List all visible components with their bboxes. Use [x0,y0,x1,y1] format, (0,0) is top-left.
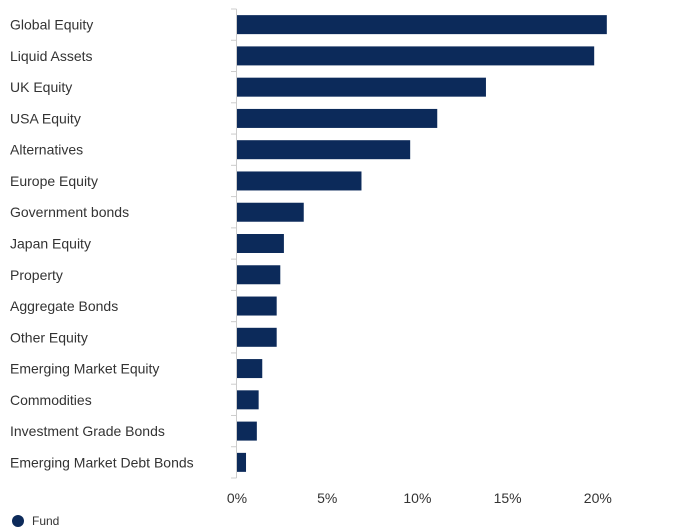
legend: Fund [12,514,59,528]
bar [237,15,607,35]
bar [237,108,438,128]
category-label: UK Equity [10,79,72,95]
category-label: Other Equity [10,329,88,345]
bar [237,359,263,379]
x-tick-label: 10% [403,490,431,506]
bar [237,390,259,410]
category-label: Emerging Market Equity [10,361,159,377]
bar [237,296,277,316]
bar [237,46,595,66]
x-tick-label: 20% [584,490,612,506]
category-label: Europe Equity [10,173,98,189]
category-label: Property [10,267,63,283]
bar [237,421,257,441]
bar [237,265,281,285]
category-label: Aggregate Bonds [10,298,118,314]
category-label: USA Equity [10,110,81,126]
legend-label-fund: Fund [32,514,60,528]
legend-marker [12,515,24,527]
x-tick-label: 0% [227,490,247,506]
x-tick-label: 5% [317,490,337,506]
category-label: Liquid Assets [10,48,93,64]
category-label: Commodities [10,392,92,408]
x-tick-label: 15% [494,490,522,506]
category-label: Investment Grade Bonds [10,423,165,439]
category-label: Japan Equity [10,236,91,252]
category-label: Global Equity [10,17,93,33]
category-label: Emerging Market Debt Bonds [10,454,194,470]
bar [237,452,247,472]
category-label: Alternatives [10,142,83,158]
bar [237,171,362,191]
bar [237,327,277,347]
category-label: Government bonds [10,204,129,220]
bar [237,202,304,222]
bar [237,140,411,160]
bar [237,77,486,97]
bar [237,234,284,253]
